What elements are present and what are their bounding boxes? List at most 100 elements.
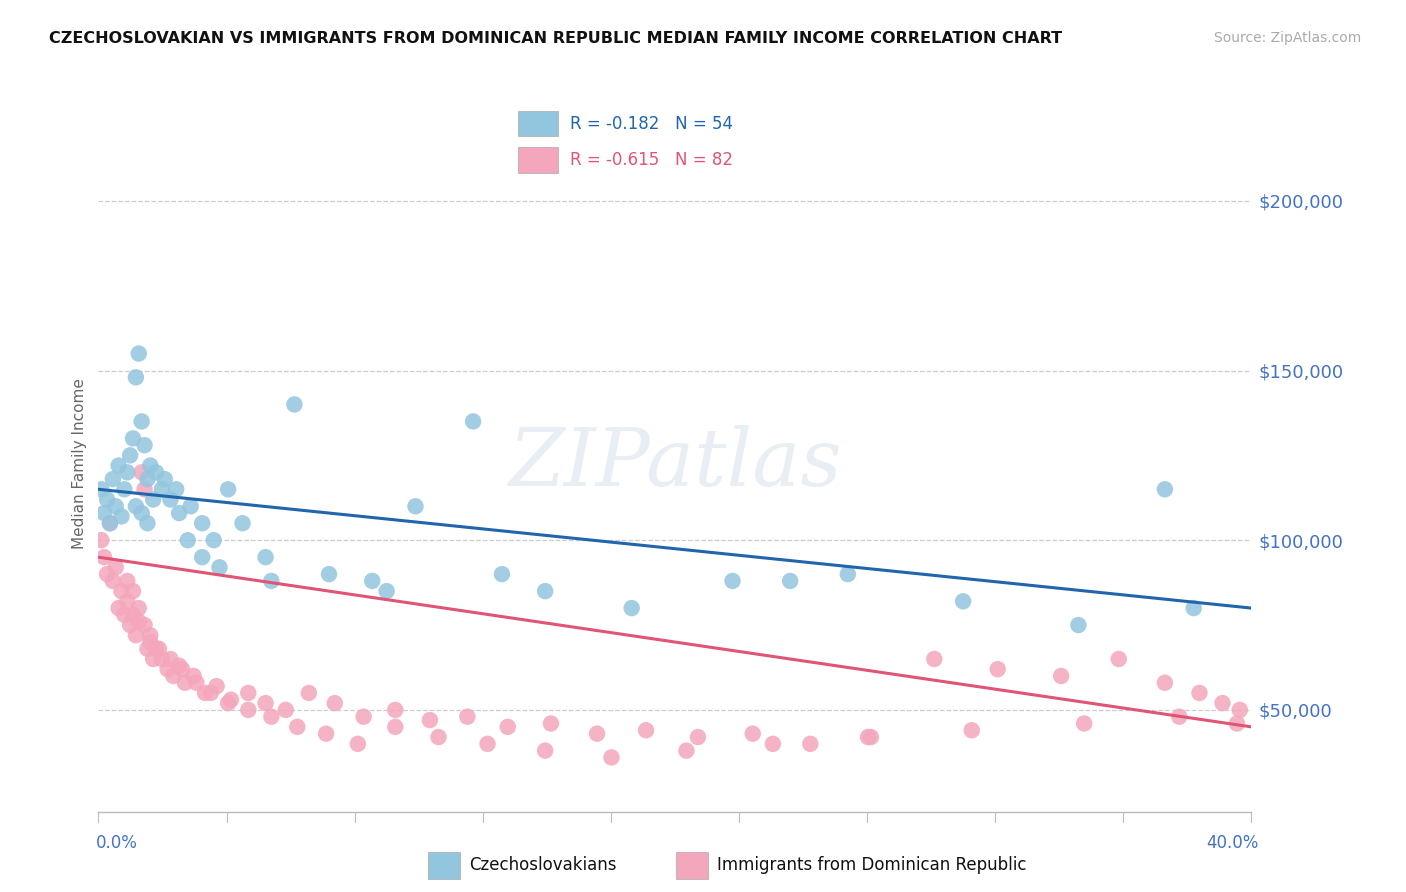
Point [799,737,821,751]
Point [353,709,375,723]
Point [131,506,153,520]
Point [1153,483,1175,497]
Point [134,618,156,632]
Point [112,483,135,497]
Point [125,500,148,514]
Point [260,574,283,588]
Point [170,662,193,676]
Point [384,703,406,717]
Point [534,584,557,599]
Point [117,466,139,480]
Point [120,448,142,462]
Point [283,397,305,411]
Point [93,506,115,520]
Text: Source: ZipAtlas.com: Source: ZipAtlas.com [1213,31,1361,45]
Point [922,652,945,666]
Point [131,466,153,480]
Point [456,709,478,723]
Point [139,458,162,473]
Point [238,703,260,717]
Point [110,509,132,524]
Point [139,628,162,642]
Point [491,567,513,582]
Point [145,641,167,656]
Point [159,652,181,666]
Point [254,550,277,565]
Point [120,618,142,632]
Point [93,550,115,565]
Point [318,567,340,582]
Point [165,483,187,497]
Point [148,641,170,656]
Point [1108,652,1130,666]
Point [96,567,118,582]
Point [183,669,205,683]
Point [107,458,129,473]
Point [779,574,801,588]
Point [1182,601,1205,615]
Point [128,346,150,360]
Point [208,560,231,574]
Text: Czechoslovakians: Czechoslovakians [470,856,617,874]
Point [101,574,124,588]
Point [285,720,308,734]
Point [859,730,882,744]
Point [346,737,368,751]
Point [122,431,145,445]
Point [117,594,139,608]
Point [205,679,228,693]
Point [200,686,222,700]
Point [191,516,214,531]
Point [361,574,384,588]
Point [134,483,156,497]
Point [162,669,184,683]
Point [405,500,427,514]
Point [136,472,159,486]
Point [180,500,202,514]
Point [167,658,190,673]
Bar [519,112,558,136]
Text: ZIPatlas: ZIPatlas [508,425,842,502]
Point [375,584,398,599]
Point [117,574,139,588]
Point [1073,716,1095,731]
Point [1168,709,1191,723]
Point [323,696,346,710]
Point [960,723,983,738]
Point [98,516,121,531]
Point [1226,716,1249,731]
Point [217,696,239,710]
Point [128,601,150,615]
Point [1050,669,1073,683]
Point [217,483,239,497]
Point [202,533,225,548]
Point [177,533,200,548]
Point [90,533,112,548]
Point [254,696,277,710]
Point [636,723,658,738]
Point [461,414,484,428]
Point [104,500,127,514]
Point [315,726,337,740]
Point [837,567,859,582]
Point [110,584,132,599]
Point [238,686,260,700]
Point [274,703,297,717]
Point [534,744,557,758]
Point [856,730,879,744]
Point [721,574,744,588]
Bar [676,852,709,879]
Point [427,730,450,744]
Point [762,737,785,751]
Point [384,720,406,734]
Point [142,652,165,666]
Text: R = -0.182   N = 54: R = -0.182 N = 54 [569,115,733,133]
Point [122,584,145,599]
Point [477,737,499,751]
Point [741,726,763,740]
Point [150,483,173,497]
Point [620,601,643,615]
Point [104,560,127,574]
Point [125,370,148,384]
Point [112,607,135,622]
